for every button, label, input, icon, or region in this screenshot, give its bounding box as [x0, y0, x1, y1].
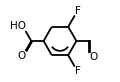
Text: O: O [89, 52, 97, 62]
Text: F: F [75, 6, 81, 16]
Text: O: O [17, 51, 26, 61]
Text: HO: HO [10, 21, 26, 31]
Text: F: F [75, 66, 81, 76]
